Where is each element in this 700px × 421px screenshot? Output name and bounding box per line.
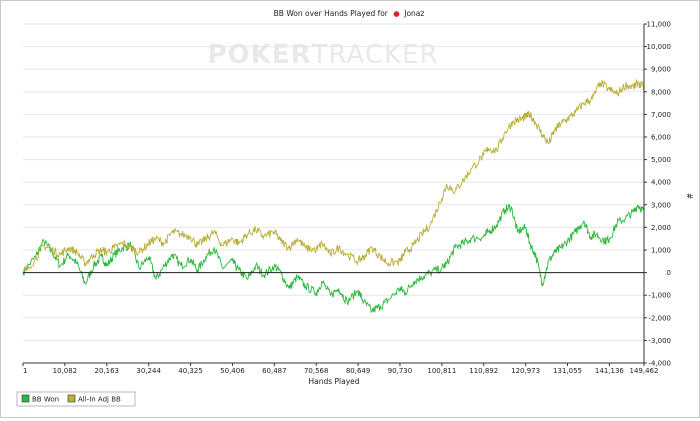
y-tick-label: 11,000 xyxy=(647,21,672,29)
y-tick-label: -4,000 xyxy=(648,360,671,368)
y-tick-label: 4,000 xyxy=(651,179,671,187)
legend-swatch-bb-won xyxy=(21,394,30,403)
x-tick-label: 60,487 xyxy=(262,367,287,375)
watermark-po: PO xyxy=(207,40,250,70)
y-tick-label: -2,000 xyxy=(648,314,671,322)
x-tick-label: 100,811 xyxy=(427,367,456,375)
y-tick-label: 1,000 xyxy=(651,247,671,255)
y-tick-label: 3,000 xyxy=(651,201,671,209)
x-tick-label: 10,082 xyxy=(53,367,78,375)
x-tick-label: 90,730 xyxy=(388,367,413,375)
x-tick-label: 70,568 xyxy=(304,367,329,375)
x-tick-label: 131,055 xyxy=(553,367,582,375)
x-tick-label: 50,406 xyxy=(220,367,245,375)
y-tick-label: -1,000 xyxy=(648,292,671,300)
y-tick-label: -3,000 xyxy=(648,337,671,345)
x-tick-label: 30,244 xyxy=(136,367,161,375)
x-tick-label: 40,325 xyxy=(178,367,203,375)
x-tick-label: 149,462 xyxy=(630,367,659,375)
series-line-all-in-adj-bb xyxy=(22,78,645,273)
y-tick-label: 10,000 xyxy=(647,43,672,51)
watermark: POKERTRACKER xyxy=(207,40,438,70)
x-tick-label: 120,973 xyxy=(511,367,540,375)
x-tick-label: 141,136 xyxy=(595,367,624,375)
watermark-mid: KER xyxy=(251,40,312,70)
watermark-tracker: TRACKER xyxy=(311,40,439,70)
chart-title-prefix: BB Won over Hands Played for xyxy=(274,9,389,18)
chart-title-player: Jonaz xyxy=(403,9,424,18)
y-ticks: -4,000 -3,000 -2,000 -1,000 0 1,000 2,000 3,000… xyxy=(644,21,671,368)
y-tick-label: 6,000 xyxy=(651,134,671,142)
y-tick-label: 8,000 xyxy=(651,88,671,96)
y-axis-label: # xyxy=(685,193,694,199)
y-tick-label: 2,000 xyxy=(651,224,671,232)
y-tick-label: 5,000 xyxy=(651,156,671,164)
x-tick-label: 20,163 xyxy=(95,367,120,375)
x-ticks: 1 10,082 20,163 30,244 40,325 50,406 60,487 70,… xyxy=(22,363,659,375)
x-tick-label: 110,892 xyxy=(469,367,498,375)
x-axis-label: Hands Played xyxy=(308,377,359,386)
series-lines xyxy=(22,78,645,314)
legend: BB Won All-In Adj BB xyxy=(16,391,136,407)
poker-chip-icon: ● xyxy=(393,9,400,18)
y-tick-label: 9,000 xyxy=(651,66,671,74)
y-tick-label: 7,000 xyxy=(651,111,671,119)
series-line-bb-won xyxy=(22,203,645,314)
chart-title: BB Won over Hands Played for ● Jonaz xyxy=(274,9,425,18)
x-tick-label: 1 xyxy=(23,367,27,375)
y-tick-label: 0 xyxy=(667,269,671,277)
legend-swatch-all-in-adj-bb xyxy=(67,394,76,403)
legend-box xyxy=(16,391,136,407)
x-tick-label: 80,649 xyxy=(346,367,371,375)
legend-label-bb-won: BB Won xyxy=(32,396,59,404)
legend-label-all-in-adj-bb: All-In Adj BB xyxy=(78,396,121,404)
